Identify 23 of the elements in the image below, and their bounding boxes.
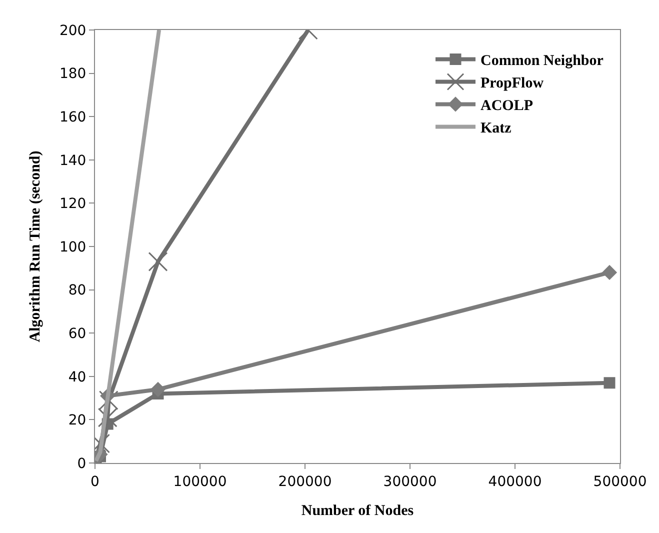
x-tick-label: 0 — [90, 474, 100, 490]
y-tick-label: 120 — [59, 196, 86, 212]
x-tick-label: 200000 — [278, 474, 332, 490]
y-tick-label: 80 — [68, 282, 86, 299]
y-tick-label: 160 — [59, 110, 86, 126]
legend-label: PropFlow — [480, 76, 544, 92]
y-axis-title: Algorithm Run Time (second) — [28, 150, 44, 342]
y-tick-label: 180 — [59, 66, 86, 82]
x-tick-label: 500000 — [593, 474, 647, 490]
y-tick-label: 0 — [77, 456, 86, 472]
x-tick-label: 100000 — [173, 474, 227, 490]
x-tick-label: 400000 — [488, 474, 542, 490]
y-tick-label: 60 — [68, 326, 86, 342]
x-axis-title: Number of Nodes — [301, 502, 414, 519]
y-tick-label: 40 — [68, 369, 86, 386]
y-tick-label: 140 — [59, 152, 86, 169]
legend-label: Common Neighbor — [480, 53, 604, 70]
x-tick-label: 300000 — [383, 474, 437, 490]
legend-label: ACOLP — [480, 98, 533, 114]
y-tick-label: 100 — [59, 239, 86, 256]
y-tick-label: 200 — [59, 22, 86, 39]
legend-label: Katz — [480, 120, 512, 137]
y-tick-label: 20 — [68, 412, 86, 429]
